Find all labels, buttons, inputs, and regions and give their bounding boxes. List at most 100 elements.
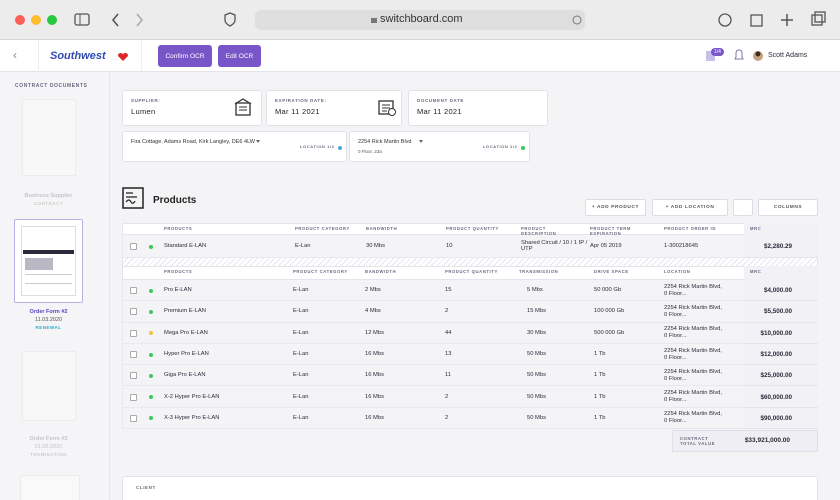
- action-button[interactable]: + ADD LOCATION: [652, 199, 728, 216]
- mrc-cell: [744, 343, 818, 366]
- table-cell: 2 Mbs: [365, 287, 381, 294]
- table-cell: 1 Tb: [594, 414, 606, 421]
- document-tag: TERMINATION: [30, 452, 67, 457]
- dropdown-caret: [256, 140, 260, 143]
- header-icons: [706, 49, 763, 61]
- products-icon: [122, 187, 144, 209]
- row-checkbox[interactable]: [130, 372, 137, 380]
- header-button[interactable]: Edit OCR: [218, 45, 261, 67]
- table-cell: X-2 Hyper Pro E-LAN: [164, 393, 220, 400]
- table-cell: 16 Mbs: [365, 372, 385, 379]
- url[interactable]: switchboard.com: [380, 13, 463, 25]
- logo-heart: [118, 53, 128, 61]
- table-row: [122, 235, 818, 258]
- mrc-value: $5,500.00: [763, 308, 792, 316]
- document-tag: CONTRACT: [33, 201, 64, 206]
- products-title: Products: [153, 195, 197, 206]
- mrc-value: $10,000.00: [760, 329, 792, 337]
- field-value: Mar 11 2021: [275, 107, 320, 116]
- column-header: PRODUCT QUANTITY: [445, 269, 498, 274]
- table-cell: 11: [445, 372, 452, 379]
- table-cell: 50 Mbs: [527, 393, 547, 400]
- field-value: Mar 11 2021: [417, 107, 462, 116]
- document-date: 01.05.2020: [34, 444, 63, 450]
- mrc-value: $2,280.29: [763, 243, 792, 250]
- column-header: DRIVE SPACE: [594, 269, 629, 274]
- table-cell: 12 Mbs: [365, 329, 385, 336]
- mrc-value: $4,000.00: [763, 287, 792, 295]
- document-tag: RENEWAL: [35, 325, 62, 330]
- location-dropdown: LOCATION 2/2: [483, 144, 518, 149]
- location-card: [349, 131, 530, 162]
- notification-badge[interactable]: 1/4: [711, 48, 724, 56]
- status-dot: [149, 309, 153, 314]
- action-button[interactable]: + ADD PRODUCT: [585, 199, 646, 216]
- field-card: [408, 90, 548, 126]
- row-checkbox[interactable]: [130, 329, 137, 337]
- mrc-value: $25,000.00: [760, 372, 792, 380]
- column-header: PRODUCT DESCRIPTION: [521, 226, 557, 237]
- column-header: PRODUCTS: [164, 269, 193, 274]
- table-cell: Mega Pro E-LAN: [164, 329, 208, 336]
- column-header: PRODUCT QUANTITY: [446, 226, 499, 231]
- toolbar-icons: [15, 10, 826, 30]
- location-dot: [521, 146, 525, 150]
- table-cell: 2254 Rick Martin Blvd, 0 Floor...: [664, 283, 722, 297]
- status-dot: [149, 416, 153, 421]
- row-checkbox[interactable]: [130, 243, 137, 250]
- row-checkbox[interactable]: [130, 414, 137, 422]
- total-value: $33,921,000.00: [744, 437, 790, 444]
- sidebar-title: CONTRACT DOCUMENTS: [15, 83, 88, 89]
- column-header: PRODUCTS: [164, 226, 193, 231]
- row-checkbox[interactable]: [130, 287, 137, 295]
- document-date: 11.03.2020: [34, 317, 63, 323]
- table-cell: 500 000 Gb: [594, 329, 625, 336]
- table-cell: E-Lan: [293, 372, 309, 379]
- table-cell: 13: [445, 351, 452, 358]
- table-cell: 30 Mbs: [366, 243, 386, 249]
- column-header: BANDWIDTH: [366, 226, 398, 231]
- calendar-icon: [378, 100, 396, 116]
- status-dot: [149, 395, 153, 400]
- action-button[interactable]: COLUMNS: [758, 199, 818, 216]
- user-name[interactable]: Scott Adams: [768, 52, 808, 59]
- table-cell: 2254 Rick Martin Blvd, 0 Floor...: [664, 390, 722, 404]
- thumb-block: [25, 258, 53, 270]
- table-cell: E-Lan: [293, 393, 309, 400]
- column-header: MRC: [750, 226, 762, 231]
- mrc-cell: [744, 365, 818, 387]
- table-cell: 16 Mbs: [365, 351, 385, 358]
- mrc-cell: [744, 280, 818, 302]
- table-cell: 2254 Rick Martin Blvd, 0 Floor...: [664, 347, 722, 361]
- logo-box: [38, 40, 142, 72]
- table-cell: 5 Mbs: [527, 287, 543, 294]
- header-button[interactable]: Confirm OCR: [158, 45, 212, 67]
- table-cell: 10: [446, 243, 453, 249]
- row-checkbox[interactable]: [130, 308, 137, 316]
- mrc-cell: [744, 235, 818, 258]
- document-thumbnail[interactable]: [22, 351, 76, 421]
- mrc-value: $90,000.00: [760, 414, 792, 422]
- table-cell: 2254 Rick Martin Blvd, 0 Floor...: [664, 304, 722, 318]
- field-card: [122, 90, 262, 126]
- status-dot: [149, 352, 153, 357]
- logo: Southwest: [50, 50, 106, 62]
- app-header: ‹ Southwest 1/4 Scott Adams: [0, 40, 840, 72]
- client-label: CLIENT: [136, 485, 156, 490]
- table-separator: [122, 258, 818, 266]
- field-label: DOCUMENT DATE: [417, 98, 464, 103]
- camera-button[interactable]: [733, 199, 753, 216]
- column-header: TRANSMISSION: [519, 269, 559, 274]
- document-thumbnail[interactable]: [22, 99, 76, 176]
- back-button[interactable]: ‹: [13, 48, 17, 62]
- row-checkbox[interactable]: [130, 393, 137, 401]
- table-cell: Standard E-LAN: [164, 243, 207, 249]
- location-address: Fira Cottage, Adams Road, Kirk Langley, …: [131, 139, 255, 145]
- row-checkbox[interactable]: [130, 351, 137, 359]
- table-cell: 2: [445, 308, 449, 315]
- table-cell: 100 000 Gb: [594, 308, 625, 315]
- table-cell: E-Lan: [293, 414, 309, 421]
- table-cell: 16 Mbs: [365, 393, 385, 400]
- table-cell: E-Lan: [295, 243, 311, 249]
- total-box: [672, 430, 818, 452]
